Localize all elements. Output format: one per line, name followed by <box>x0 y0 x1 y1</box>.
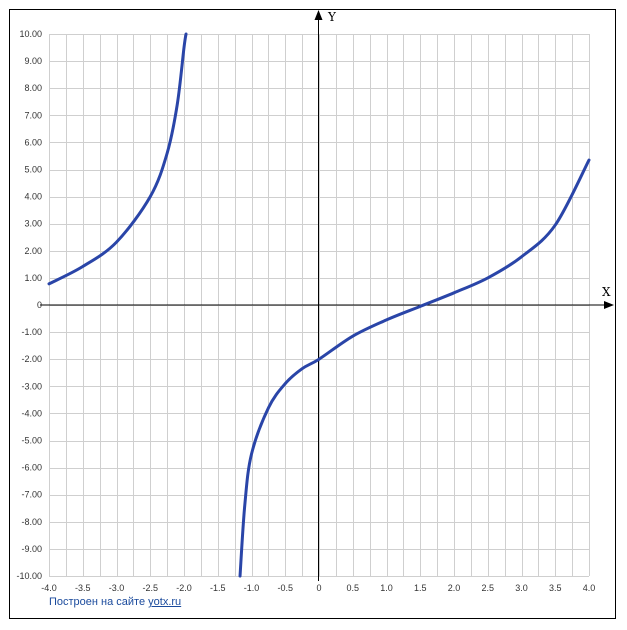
y-tick-label: 10.00 <box>19 29 42 39</box>
x-tick-label: 2.0 <box>448 583 461 593</box>
y-tick-label: 1.00 <box>24 273 42 283</box>
x-tick-label: 0 <box>316 583 321 593</box>
y-tick-label: 6.00 <box>24 137 42 147</box>
series-line <box>47 32 188 286</box>
x-tick-label: 4.0 <box>583 583 596 593</box>
x-tick-label: -3.0 <box>109 583 125 593</box>
y-tick-label: -3.00 <box>21 381 42 391</box>
x-axis-arrow <box>604 301 614 309</box>
y-tick-label: -9.00 <box>21 544 42 554</box>
y-tick-label: -2.00 <box>21 354 42 364</box>
y-tick-label: -4.00 <box>21 408 42 418</box>
y-tick-label: 7.00 <box>24 110 42 120</box>
y-axis-label: Y <box>327 10 337 24</box>
site-credit: Построен на сайте yotx.ru <box>49 596 181 608</box>
x-tick-label: 3.5 <box>549 583 562 593</box>
series-line <box>238 158 591 578</box>
y-tick-label: 4.00 <box>24 192 42 202</box>
x-tick-label: -2.0 <box>176 583 192 593</box>
series-curves <box>47 32 591 578</box>
x-tick-label: -0.5 <box>277 583 293 593</box>
x-tick-label: 3.0 <box>515 583 528 593</box>
x-tick-label: 2.5 <box>481 583 494 593</box>
y-tick-label: 3.00 <box>24 219 42 229</box>
y-tick-label: -7.00 <box>21 490 42 500</box>
x-tick-label: -1.5 <box>210 583 226 593</box>
x-tick-label: -2.5 <box>142 583 158 593</box>
y-tick-label: 2.00 <box>24 246 42 256</box>
y-tick-label: -10.00 <box>16 571 42 581</box>
y-tick-label: 9.00 <box>24 56 42 66</box>
y-tick-label: 5.00 <box>24 165 42 175</box>
axes: X Y <box>40 10 614 581</box>
y-tick-label: 8.00 <box>24 83 42 93</box>
y-tick-labels: 10.00 9.00 8.00 7.00 6.00 5.00 4.00 3.00 2.00 1.0… <box>16 29 42 581</box>
x-tick-labels: -4.0 -3.5 -3.0 -2.5 -2.0 -1.5 -1.0 -0.5 0 0.5 1.0 1… <box>41 583 595 593</box>
y-tick-label: -5.00 <box>21 436 42 446</box>
y-tick-label: -6.00 <box>21 463 42 473</box>
x-tick-label: 1.5 <box>414 583 427 593</box>
credit-link[interactable]: yotx.ru <box>148 596 182 608</box>
x-tick-label: 0.5 <box>346 583 359 593</box>
y-tick-label: 0 <box>37 300 42 310</box>
x-tick-label: -1.0 <box>244 583 260 593</box>
x-tick-label: -3.5 <box>75 583 91 593</box>
credit-text: Построен на сайте <box>49 596 146 608</box>
x-axis-label: X <box>602 285 611 299</box>
y-axis-arrow <box>314 10 323 20</box>
y-tick-label: -8.00 <box>21 517 42 527</box>
x-tick-label: 1.0 <box>380 583 393 593</box>
y-tick-label: -1.00 <box>21 327 42 337</box>
x-tick-label: -4.0 <box>41 583 57 593</box>
